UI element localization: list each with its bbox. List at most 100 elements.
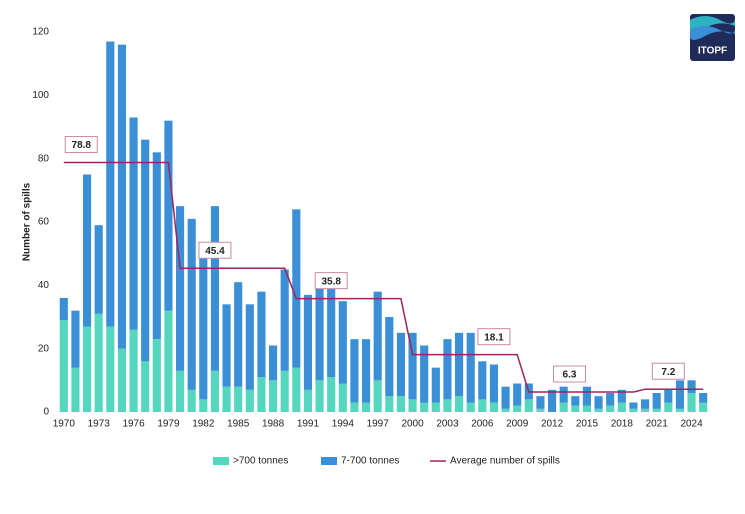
x-tick-label: 2012: [541, 419, 564, 430]
bar: [571, 396, 580, 406]
bar: [489, 364, 499, 403]
bar: [164, 310, 173, 412]
y-tick-label: 40: [38, 280, 50, 291]
y-tick-label: 120: [32, 27, 49, 38]
bar: [687, 380, 696, 393]
bar: [338, 383, 347, 412]
bar: [210, 206, 220, 371]
bar: [478, 399, 487, 412]
bar: [524, 399, 533, 412]
bar: [408, 399, 417, 412]
bar: [629, 402, 638, 409]
bar: [617, 402, 626, 412]
bar: [245, 304, 254, 390]
bar: [141, 361, 150, 412]
bar: [361, 402, 371, 412]
data-label: 6.3: [563, 370, 577, 381]
bar: [199, 399, 208, 412]
bar: [385, 396, 394, 412]
label-box: [651, 362, 685, 380]
legend-swatch: [321, 457, 337, 465]
data-label: 45.4: [205, 246, 225, 257]
x-tick-label: 2021: [646, 419, 669, 430]
bar: [280, 269, 289, 371]
bar: [59, 298, 68, 321]
x-tick-label: 1979: [157, 419, 180, 430]
bar: [338, 301, 347, 384]
bar: [443, 399, 452, 412]
bar: [594, 408, 603, 412]
y-tick-label: 0: [43, 407, 49, 418]
bar: [396, 396, 406, 412]
x-tick-label: 1991: [297, 419, 320, 430]
bar: [327, 279, 336, 378]
bar: [559, 386, 568, 403]
bar: [327, 377, 336, 412]
bar: [606, 393, 615, 406]
bar: [617, 389, 626, 403]
bar: [59, 320, 68, 412]
x-tick-label: 1973: [88, 419, 111, 430]
bar: [373, 380, 382, 412]
legend-label: 7-700 tonnes: [341, 456, 399, 467]
bar: [350, 402, 359, 412]
bar: [187, 389, 196, 412]
bar: [94, 313, 103, 412]
bar: [640, 399, 650, 409]
bar: [582, 405, 592, 412]
bar: [640, 408, 650, 412]
bar: [106, 41, 115, 327]
x-tick-label: 1997: [367, 419, 390, 430]
x-tick-label: 1982: [192, 419, 215, 430]
y-tick-label: 80: [38, 153, 50, 164]
bar: [513, 383, 522, 406]
bar: [431, 367, 440, 403]
bar: [466, 332, 475, 403]
x-tick-label: 1988: [262, 419, 285, 430]
bar: [257, 291, 266, 378]
bar: [222, 304, 231, 387]
x-tick-label: 2015: [576, 419, 599, 430]
bar: [675, 380, 685, 409]
bar: [175, 206, 185, 371]
bar: [187, 218, 196, 390]
bar: [292, 367, 301, 412]
bar: [559, 402, 568, 412]
bar: [152, 339, 161, 412]
x-tick-label: 2006: [471, 419, 494, 430]
bar: [222, 386, 231, 412]
bar: [82, 174, 92, 327]
bar: [303, 294, 313, 390]
data-label: 7.2: [661, 367, 675, 378]
y-tick-label: 20: [38, 343, 50, 354]
bar: [234, 386, 243, 412]
bar: [664, 389, 673, 403]
legend-label: Average number of spills: [450, 456, 560, 467]
bar: [106, 326, 115, 412]
bar: [454, 332, 464, 397]
bar: [129, 329, 138, 412]
legend-swatch: [213, 457, 229, 465]
bar: [629, 408, 638, 412]
bar: [652, 393, 661, 409]
bar: [199, 253, 208, 400]
logo-wave: [690, 26, 735, 40]
bar: [361, 339, 371, 403]
bar: [699, 393, 708, 403]
bar: [478, 361, 487, 400]
x-tick-label: 2009: [506, 419, 529, 430]
x-tick-label: 1970: [53, 419, 76, 430]
bar: [687, 393, 696, 412]
bar: [571, 405, 580, 412]
data-label: 78.8: [72, 140, 92, 151]
bar: [501, 408, 510, 412]
bar: [268, 380, 278, 412]
bar: [420, 402, 429, 412]
x-tick-label: 2024: [680, 419, 703, 430]
data-label: 18.1: [484, 332, 504, 343]
label-box: [477, 328, 511, 346]
bar: [594, 396, 603, 409]
bar: [141, 139, 150, 362]
bar: [501, 386, 510, 409]
bar: [210, 370, 220, 412]
